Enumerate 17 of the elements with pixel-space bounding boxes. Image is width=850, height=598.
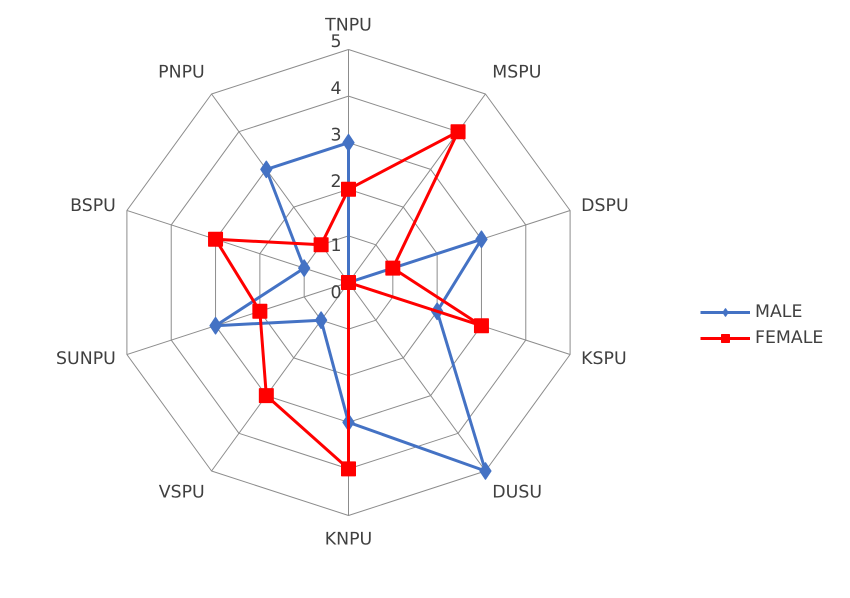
spoke-label: DSPU [581, 196, 629, 216]
y-tick-label: 4 [330, 78, 342, 99]
spoke-label: BSPU [70, 196, 116, 216]
spoke-label: MSPU [492, 62, 542, 83]
y-tick-label: 5 [330, 32, 342, 52]
spoke-label: SUNPU [56, 348, 116, 369]
spoke-label: PNPU [158, 62, 205, 83]
y-tick-label: 0 [330, 282, 342, 303]
spoke-label: KSPU [581, 348, 627, 369]
y-tick-label: 1 [330, 236, 342, 256]
spoke-label: KNPU [324, 529, 372, 550]
spoke-label: VSPU [158, 482, 205, 502]
legend-label: MALE [755, 302, 802, 322]
y-tick-label: 2 [330, 172, 342, 192]
spoke-label: DUSU [492, 482, 542, 502]
y-tick-label: 3 [330, 125, 342, 146]
legend-label: FEMALE [755, 328, 824, 348]
